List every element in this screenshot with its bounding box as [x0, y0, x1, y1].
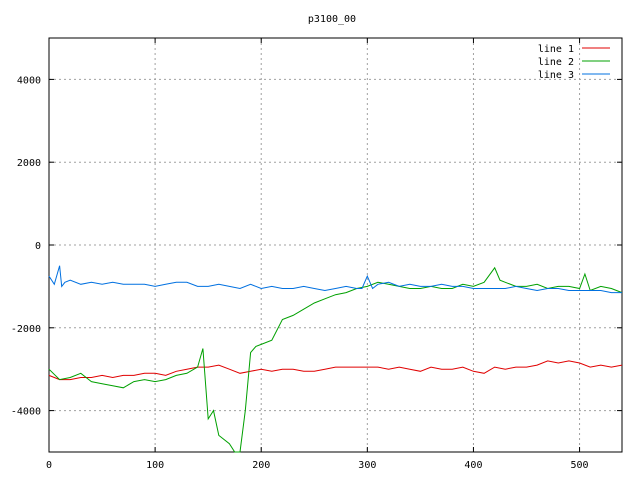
y-tick-label: -2000 [11, 324, 41, 335]
x-tick-label: 400 [464, 460, 482, 471]
series-line-2 [48, 266, 623, 453]
axis-ticks: 0 100 200 300 400 500 -4000 -2000 0 2000 4000 [11, 38, 622, 471]
y-tick-label: 4000 [17, 75, 41, 86]
x-tick-label: 100 [146, 460, 164, 471]
legend-label-2: line 2 [538, 57, 574, 68]
x-tick-label: 500 [571, 460, 589, 471]
series-line-1 [48, 360, 623, 381]
legend-label-1: line 1 [538, 44, 574, 55]
x-tick-label: 200 [252, 460, 270, 471]
chart-title: p3100_00 [308, 14, 356, 25]
series-line-3 [48, 265, 622, 294]
x-tick-label: 300 [358, 460, 376, 471]
series-group [48, 265, 623, 453]
legend-label-3: line 3 [538, 70, 574, 81]
y-tick-label: -4000 [11, 407, 41, 418]
grid [49, 38, 622, 452]
x-tick-label: 0 [46, 460, 52, 471]
y-tick-label: 2000 [17, 158, 41, 169]
y-tick-label: 0 [35, 241, 41, 252]
legend: line 1 line 2 line 3 [538, 44, 610, 81]
